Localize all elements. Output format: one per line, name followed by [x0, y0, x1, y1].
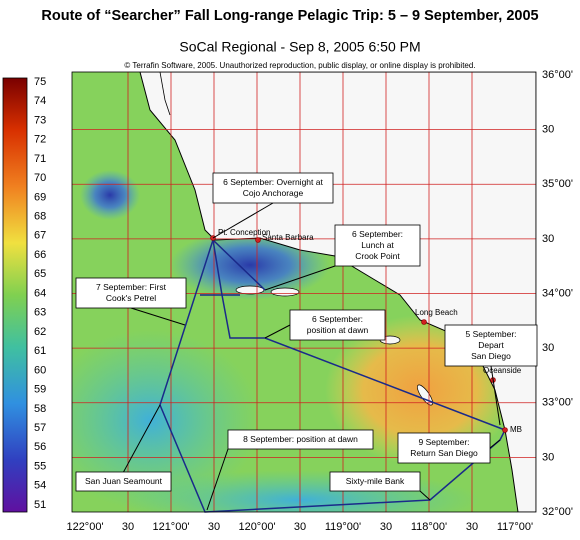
- annotation-box: [75, 471, 172, 492]
- longitude-label: 30: [208, 521, 220, 533]
- color-bar-label: 75: [34, 76, 46, 88]
- annotation-text: Cook's Petrel: [106, 293, 156, 303]
- annotation-text: 6 September: Overnight at: [223, 177, 323, 187]
- longitude-label: 119°00': [325, 521, 361, 533]
- color-bar-label: 54: [34, 480, 46, 492]
- color-bar-label: 74: [34, 95, 46, 107]
- latitude-label: 30: [542, 233, 554, 245]
- color-bar-label: 63: [34, 307, 46, 319]
- annotation-text: 9 September:: [418, 437, 469, 447]
- annotation-text: 5 September:: [465, 329, 516, 339]
- color-bar: [2, 77, 28, 513]
- place-label: Oceanside: [483, 366, 522, 375]
- annotation-box: [212, 172, 334, 204]
- color-bar-label: 64: [34, 287, 46, 299]
- longitude-label: 30: [380, 521, 392, 533]
- annotation-box: [334, 224, 421, 267]
- color-bar-label: 60: [34, 364, 46, 376]
- place-label: Santa Barbara: [262, 233, 314, 242]
- color-bar-label: 51: [34, 499, 46, 511]
- route: [159, 239, 506, 513]
- annotation-arrow: [212, 202, 274, 239]
- color-bar-label: 68: [34, 210, 46, 222]
- color-bar-label: 59: [34, 384, 46, 396]
- annotation-text: 7 September: First: [96, 282, 167, 292]
- longitude-label: 118°00': [411, 521, 447, 533]
- copyright: © Terrafin Software, 2005. Unauthorized …: [124, 61, 475, 70]
- annotation-box: [444, 324, 538, 367]
- annotation-text: Lunch at: [361, 240, 394, 250]
- color-bar-label: 69: [34, 191, 46, 203]
- color-bar-label: 65: [34, 268, 46, 280]
- annotation-box: [289, 309, 386, 341]
- place-label: Pt. Conception: [218, 228, 270, 237]
- color-bar-label: 55: [34, 460, 46, 472]
- annotation-text: Crook Point: [355, 251, 400, 261]
- latitude-label: 30: [542, 342, 554, 354]
- place-marker: [421, 319, 427, 325]
- annotation-text: Depart: [478, 340, 504, 350]
- color-bar-label: 56: [34, 441, 46, 453]
- annotation-text: San Diego: [471, 351, 511, 361]
- latitude-label: 33°00': [542, 397, 573, 409]
- longitude-label: 120°00': [238, 521, 275, 533]
- island: [270, 287, 300, 297]
- title: Route of “Searcher” Fall Long-range Pela…: [41, 8, 538, 24]
- color-bar-label: 61: [34, 345, 46, 357]
- annotation-arrow: [490, 365, 501, 426]
- map: [72, 72, 536, 512]
- color-bar-label: 72: [34, 134, 46, 146]
- annotation-arrow: [123, 404, 161, 473]
- annotation-arrow: [264, 324, 291, 339]
- color-bar-label: 70: [34, 172, 46, 184]
- latitude-label: 34°00': [542, 287, 573, 299]
- annotation-arrow: [264, 265, 336, 291]
- color-bar-label: 66: [34, 249, 46, 261]
- annotation-text: 6 September:: [352, 229, 403, 239]
- annotation-box: [397, 432, 491, 464]
- sst-zone: [80, 170, 140, 220]
- annotation-arrow: [206, 448, 229, 511]
- color-bar-label: 58: [34, 403, 46, 415]
- annotation-text: 8 September: position at dawn: [243, 434, 358, 444]
- longitude-label: 30: [466, 521, 478, 533]
- annotation-text: San Juan Seamount: [85, 476, 163, 486]
- route: [211, 237, 506, 431]
- color-bar-label: 73: [34, 114, 46, 126]
- annotation-text: 6 September:: [312, 314, 363, 324]
- latitude-label: 36°00': [542, 69, 573, 81]
- longitude-label: 30: [294, 521, 306, 533]
- annotation-box: [227, 429, 374, 450]
- place-label: Long Beach: [415, 308, 458, 317]
- place-marker: [255, 237, 261, 243]
- longitude-label: 121°00': [152, 521, 189, 533]
- annotation-text: Cojo Anchorage: [243, 188, 304, 198]
- annotation-arrow: [130, 307, 186, 326]
- color-bar-label: 67: [34, 230, 46, 242]
- annotation-box: [75, 277, 187, 309]
- longitude-label: 30: [122, 521, 134, 533]
- color-bar-label: 57: [34, 422, 46, 434]
- color-bar-label: 71: [34, 153, 46, 165]
- latitude-label: 32°00': [542, 506, 573, 518]
- annotation-arrow: [489, 439, 501, 449]
- latitude-label: 35°00': [542, 178, 573, 190]
- annotation-arrow: [419, 490, 431, 501]
- annotation-text: Return San Diego: [410, 448, 478, 458]
- color-bar-label: 62: [34, 326, 46, 338]
- place-label: MB: [510, 425, 522, 434]
- island: [235, 285, 265, 295]
- longitude-label: 117°00': [497, 521, 533, 533]
- annotation-text: position at dawn: [307, 325, 369, 335]
- river: [159, 72, 171, 116]
- longitude-label: 122°00': [66, 521, 103, 533]
- annotation-box: [329, 471, 421, 492]
- subtitle: SoCal Regional - Sep 8, 2005 6:50 PM: [179, 39, 420, 55]
- latitude-label: 30: [542, 124, 554, 136]
- place-marker: [502, 427, 508, 433]
- annotation-text: Sixty-mile Bank: [346, 476, 405, 486]
- map-frame: [71, 71, 537, 513]
- latitude-label: 30: [542, 451, 554, 463]
